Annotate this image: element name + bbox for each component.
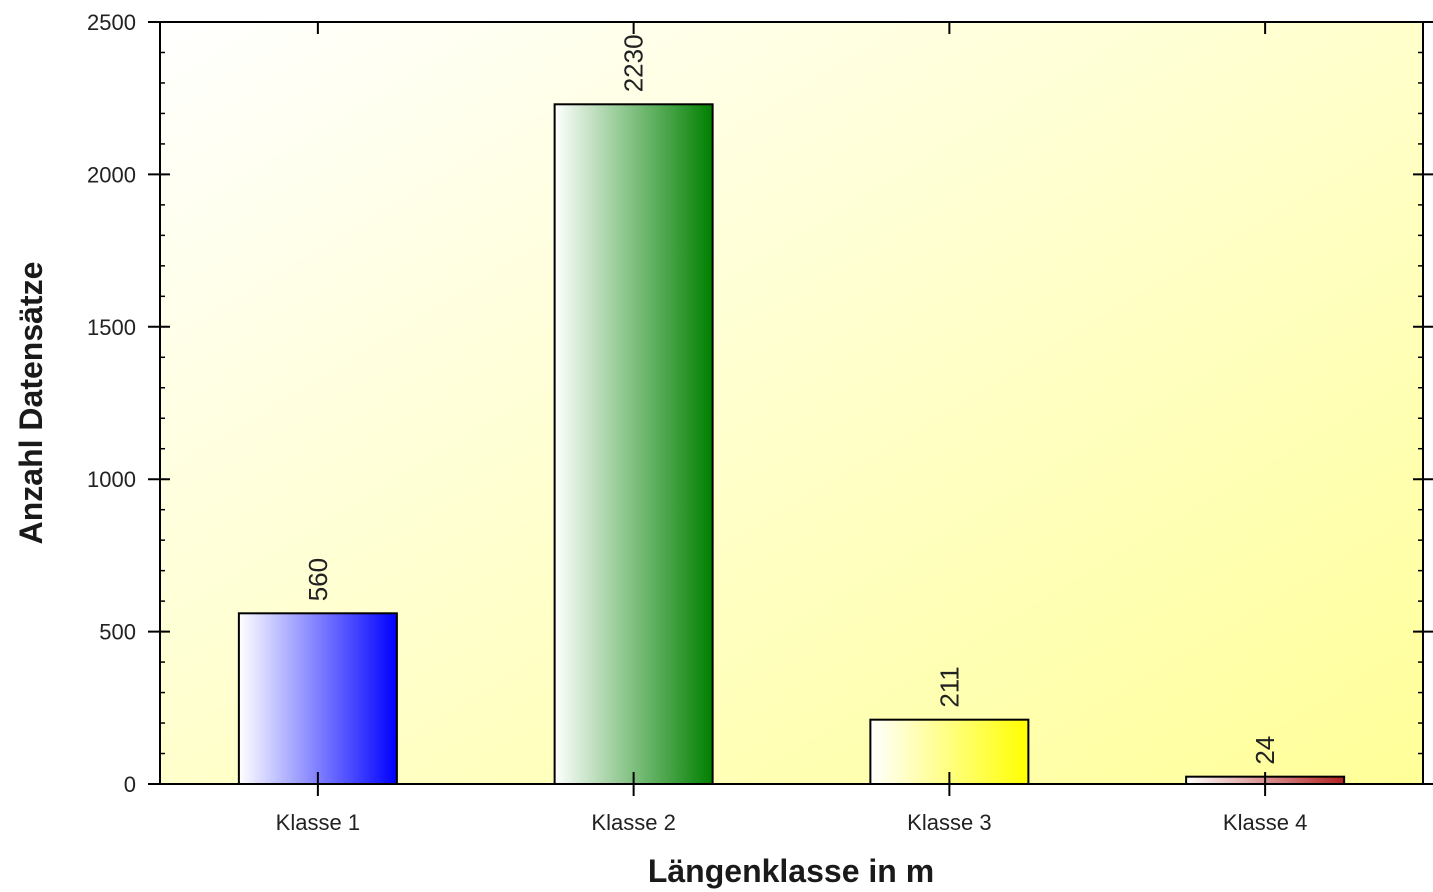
data-label-2: 2230 (619, 34, 649, 92)
bar-1 (237, 612, 398, 786)
axes-group: Klasse 1 Klasse 2 Klasse 3 Klasse 4 0 500 1000… (87, 10, 1433, 835)
x-axis-title: Längenklasse in m (648, 853, 934, 889)
y-tick-label-500: 500 (99, 620, 136, 645)
x-tick-label-3: Klasse 3 (907, 810, 991, 835)
x-tick-label-2: Klasse 2 (591, 810, 675, 835)
y-axis-title: Anzahl Datensätze (13, 262, 49, 545)
data-label-3: 211 (934, 666, 964, 707)
data-label-1: 560 (303, 558, 333, 601)
x-tick-label-1: Klasse 1 (276, 810, 360, 835)
y-tick-label-1000: 1000 (87, 467, 136, 492)
plot-frame (159, 21, 1424, 785)
x-tick-label-4: Klasse 4 (1223, 810, 1307, 835)
bars-group: 560 2230 211 24 (237, 34, 1346, 786)
y-tick-label-1500: 1500 (87, 315, 136, 340)
y-tick-label-2500: 2500 (87, 10, 136, 35)
y-tick-label-0: 0 (124, 772, 136, 797)
bar-2 (553, 103, 714, 785)
data-label-4: 24 (1250, 736, 1280, 765)
y-tick-label-2000: 2000 (87, 162, 136, 187)
